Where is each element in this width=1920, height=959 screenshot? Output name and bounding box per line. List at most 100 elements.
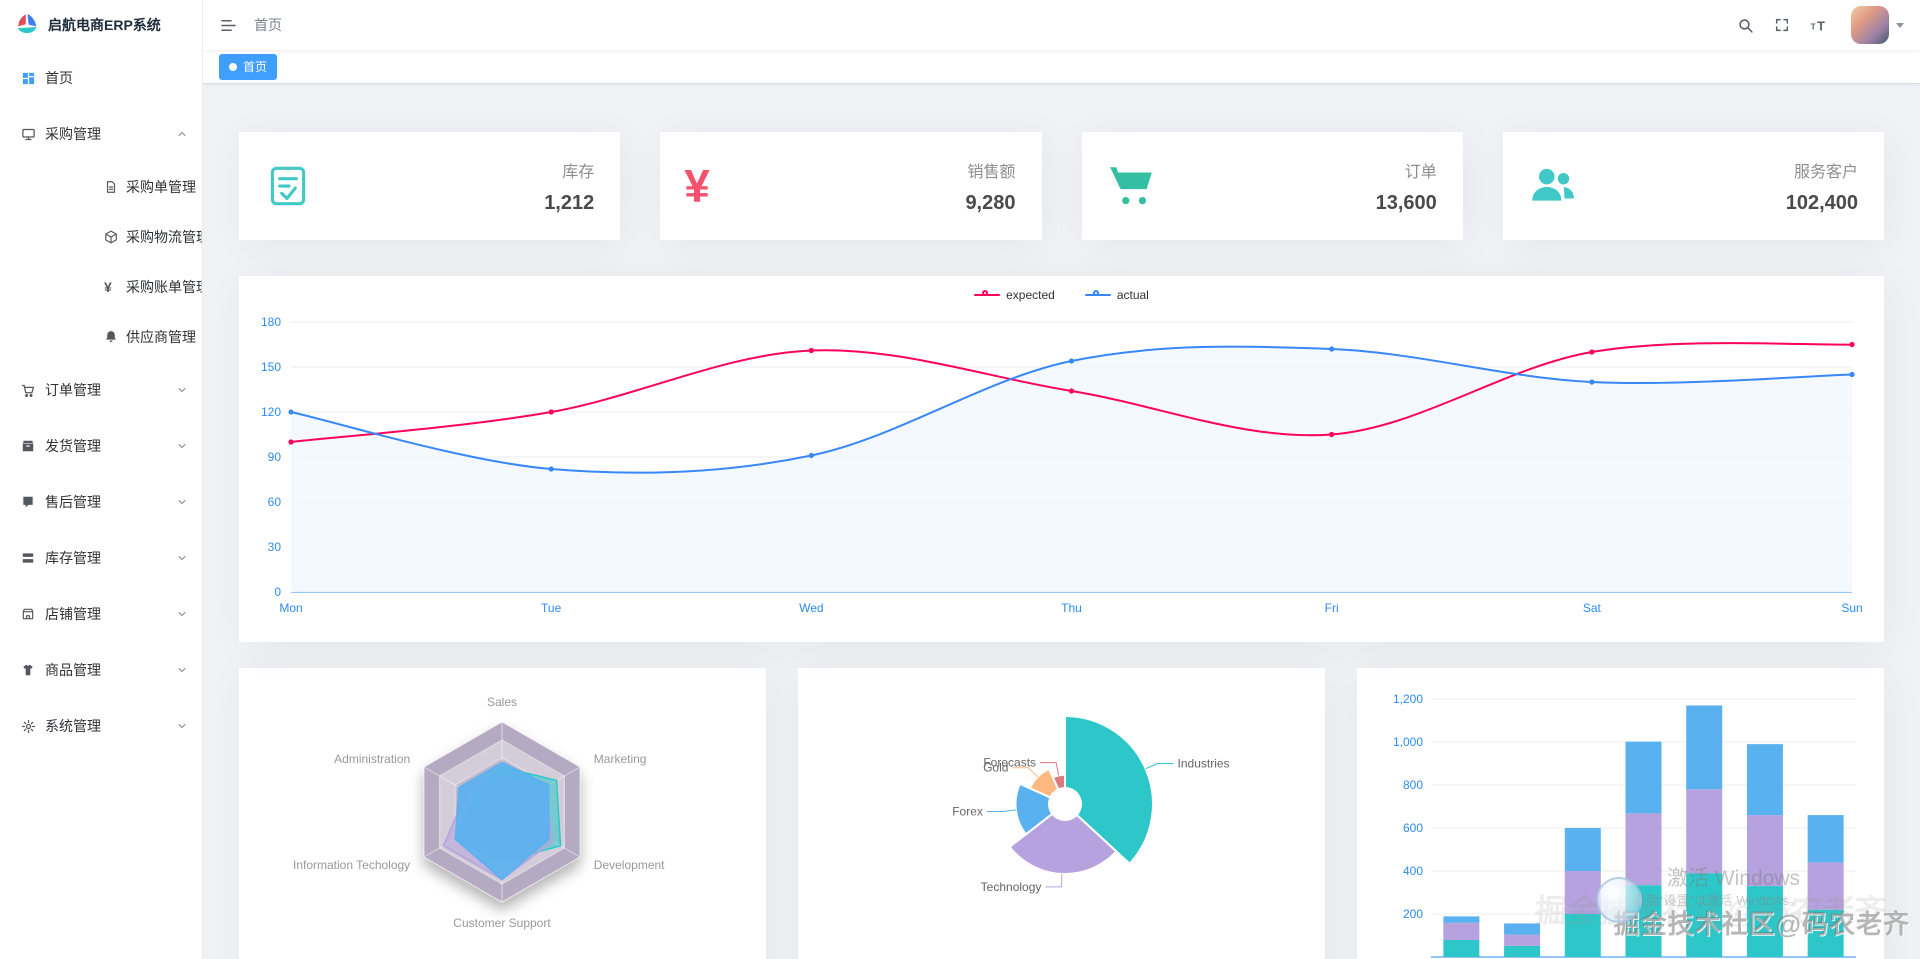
sidebar: 启航电商ERP系统 首页采购管理采购单管理采购物流管理 ¥ 采购账单管理 供应商管理订… xyxy=(0,0,203,959)
bar-chart: 2004006008001,0001,200MonTueWedThuFriSat… xyxy=(1393,692,1856,958)
sidebar-item-home[interactable]: 首页 xyxy=(0,50,202,106)
user-menu[interactable] xyxy=(1851,6,1904,44)
sidebar-item-label: 订单管理 xyxy=(45,382,101,398)
monitor-icon xyxy=(21,127,45,142)
sidebar-item-label: 店铺管理 xyxy=(45,606,101,622)
stat-value: 9,280 xyxy=(965,191,1016,214)
sidebar-item-purchase[interactable]: 采购管理 xyxy=(0,106,202,162)
sidebar-item-label: 供应商管理 xyxy=(126,329,196,345)
sidebar-item-system[interactable]: 系统管理 xyxy=(0,698,202,754)
cart-big-icon xyxy=(1106,161,1156,211)
svg-text:Customer Support: Customer Support xyxy=(453,916,551,930)
sidebar-item-label: 库存管理 xyxy=(45,550,101,566)
stat-card-customers[interactable]: 服务客户 102,400 xyxy=(1502,132,1884,240)
tab-home[interactable]: 首页 xyxy=(219,53,278,80)
sidebar-item-purchase-bill[interactable]: ¥ 采购账单管理 xyxy=(0,262,202,312)
svg-text:Gold: Gold xyxy=(983,761,1008,775)
radar-chart-card: Sales Administration Information Techology… xyxy=(239,668,766,959)
sidebar-item-purchase-logistics[interactable]: 采购物流管理 xyxy=(0,212,202,262)
stat-card-inventory[interactable]: 库存 1,212 xyxy=(239,132,621,240)
stat-card-sales[interactable]: ¥ 销售额 9,280 xyxy=(660,132,1042,240)
cube-icon xyxy=(104,230,126,244)
sidebar-menu: 首页采购管理采购单管理采购物流管理 ¥ 采购账单管理 供应商管理订单管理发货管理售后管… xyxy=(0,50,202,959)
svg-text:600: 600 xyxy=(1403,821,1423,835)
svg-text:120: 120 xyxy=(261,405,281,419)
box-check-icon xyxy=(263,161,313,211)
legend-line-marker-icon xyxy=(974,290,1001,300)
svg-text:T: T xyxy=(1817,19,1825,33)
yen-big-icon: ¥ xyxy=(684,160,710,212)
svg-text:Sun: Sun xyxy=(1841,601,1862,615)
breadcrumb[interactable]: 首页 xyxy=(254,17,282,33)
stat-label: 库存 xyxy=(562,163,595,181)
stat-label: 服务客户 xyxy=(1793,163,1858,181)
stat-label: 订单 xyxy=(1404,163,1437,181)
svg-text:Fri: Fri xyxy=(1325,601,1339,615)
sidebar-item-purchase-order[interactable]: 采购单管理 xyxy=(0,162,202,212)
hamburger-icon[interactable] xyxy=(219,16,238,35)
sidebar-item-aftersale[interactable]: 售后管理 xyxy=(0,474,202,530)
sidebar-item-delivery[interactable]: 发货管理 xyxy=(0,418,202,474)
sidebar-item-goods[interactable]: 商品管理 xyxy=(0,642,202,698)
sidebar-item-inventory[interactable]: 库存管理 xyxy=(0,530,202,586)
svg-text:800: 800 xyxy=(1403,778,1423,792)
legend-line-marker-icon xyxy=(1084,290,1111,300)
search-icon[interactable] xyxy=(1737,17,1754,34)
chevron-down-icon xyxy=(176,720,188,732)
svg-text:Technology: Technology xyxy=(981,880,1042,894)
svg-text:1,000: 1,000 xyxy=(1393,735,1423,749)
sidebar-item-label: 采购物流管理 xyxy=(126,229,202,245)
sidebar-item-label: 采购管理 xyxy=(45,126,101,142)
chevron-up-icon xyxy=(176,128,188,140)
yen-icon: ¥ xyxy=(104,279,112,295)
sidebar-item-supplier[interactable]: 供应商管理 xyxy=(0,312,202,362)
caret-down-icon xyxy=(1896,23,1904,32)
stat-value: 13,600 xyxy=(1375,191,1437,214)
radar-chart: Sales Administration Information Techology… xyxy=(293,695,665,930)
avatar[interactable] xyxy=(1851,6,1889,44)
app-title: 启航电商ERP系统 xyxy=(48,17,161,33)
active-tab-dot xyxy=(229,62,237,71)
svg-text:180: 180 xyxy=(261,315,281,329)
app-logo[interactable]: 启航电商ERP系统 xyxy=(0,0,202,50)
svg-text:60: 60 xyxy=(268,495,282,509)
tags-view-bar: 首页 xyxy=(203,50,1920,84)
stat-value: 1,212 xyxy=(544,191,595,214)
svg-text:Forex: Forex xyxy=(952,804,983,818)
sidebar-item-shop[interactable]: 店铺管理 xyxy=(0,586,202,642)
dashboard-content: 库存 1,212 ¥ 销售额 9,280 订单 13,600 服务客户 102,400 expe… xyxy=(203,84,1920,959)
sidebar-item-label: 采购账单管理 xyxy=(126,279,202,295)
svg-text:Marketing: Marketing xyxy=(594,752,647,766)
svg-text:Sat: Sat xyxy=(1583,601,1602,615)
stat-panel-group: 库存 1,212 ¥ 销售额 9,280 订单 13,600 服务客户 102,400 xyxy=(239,132,1884,240)
svg-text:Wed: Wed xyxy=(799,601,823,615)
bottom-charts-row: Sales Administration Information Techology… xyxy=(239,668,1884,959)
pie-chart-card: Industries Technology Forex Gold Forecasts xyxy=(798,668,1325,959)
bell-icon xyxy=(104,330,126,344)
shop-icon xyxy=(21,607,45,621)
stat-card-orders[interactable]: 订单 13,600 xyxy=(1081,132,1463,240)
fullscreen-icon[interactable] xyxy=(1774,17,1790,33)
svg-text:1,200: 1,200 xyxy=(1393,692,1423,706)
legend-item-actual[interactable]: actual xyxy=(1084,288,1149,302)
legend-item-expected[interactable]: expected xyxy=(974,288,1055,302)
chevron-down-icon xyxy=(176,608,188,620)
people-big-icon xyxy=(1527,161,1577,211)
svg-text:400: 400 xyxy=(1403,864,1423,878)
stat-label: 销售额 xyxy=(967,163,1016,181)
svg-text:150: 150 xyxy=(261,360,281,374)
svg-text:30: 30 xyxy=(268,540,282,554)
stat-text: 销售额 9,280 xyxy=(965,158,1015,215)
gear-icon xyxy=(21,719,45,734)
sidebar-item-label: 商品管理 xyxy=(45,662,101,678)
layers-icon xyxy=(21,551,45,565)
legend-label: actual xyxy=(1116,288,1149,302)
chevron-down-icon xyxy=(176,664,188,676)
svg-text:Administration: Administration xyxy=(334,752,410,766)
svg-text:Mon: Mon xyxy=(279,601,302,615)
sidebar-item-label: 售后管理 xyxy=(45,494,101,510)
svg-text:Information Techology: Information Techology xyxy=(293,858,410,872)
sidebar-item-order[interactable]: 订单管理 xyxy=(0,362,202,418)
